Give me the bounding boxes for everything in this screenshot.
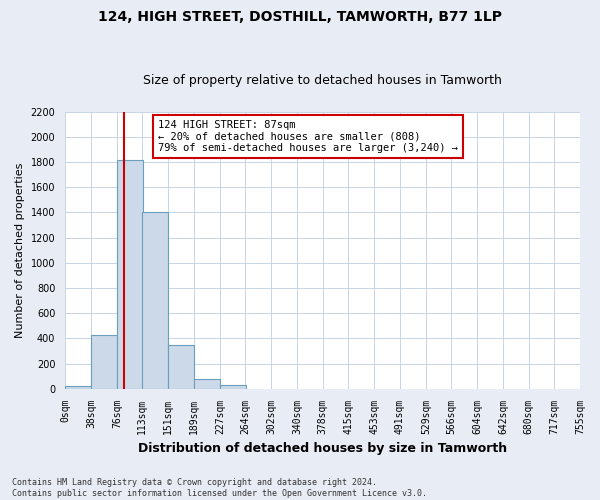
Bar [220,385,246,388]
Bar [65,386,91,388]
Bar [194,378,220,388]
Bar [117,160,143,388]
Y-axis label: Number of detached properties: Number of detached properties [15,162,25,338]
X-axis label: Distribution of detached houses by size in Tamworth: Distribution of detached houses by size … [138,442,507,455]
Text: 124, HIGH STREET, DOSTHILL, TAMWORTH, B77 1LP: 124, HIGH STREET, DOSTHILL, TAMWORTH, B7… [98,10,502,24]
Title: Size of property relative to detached houses in Tamworth: Size of property relative to detached ho… [143,74,502,87]
Bar [91,334,117,388]
Text: Contains HM Land Registry data © Crown copyright and database right 2024.
Contai: Contains HM Land Registry data © Crown c… [12,478,427,498]
Bar [168,346,194,389]
Text: 124 HIGH STREET: 87sqm
← 20% of detached houses are smaller (808)
79% of semi-de: 124 HIGH STREET: 87sqm ← 20% of detached… [158,120,458,154]
Bar [142,212,168,388]
